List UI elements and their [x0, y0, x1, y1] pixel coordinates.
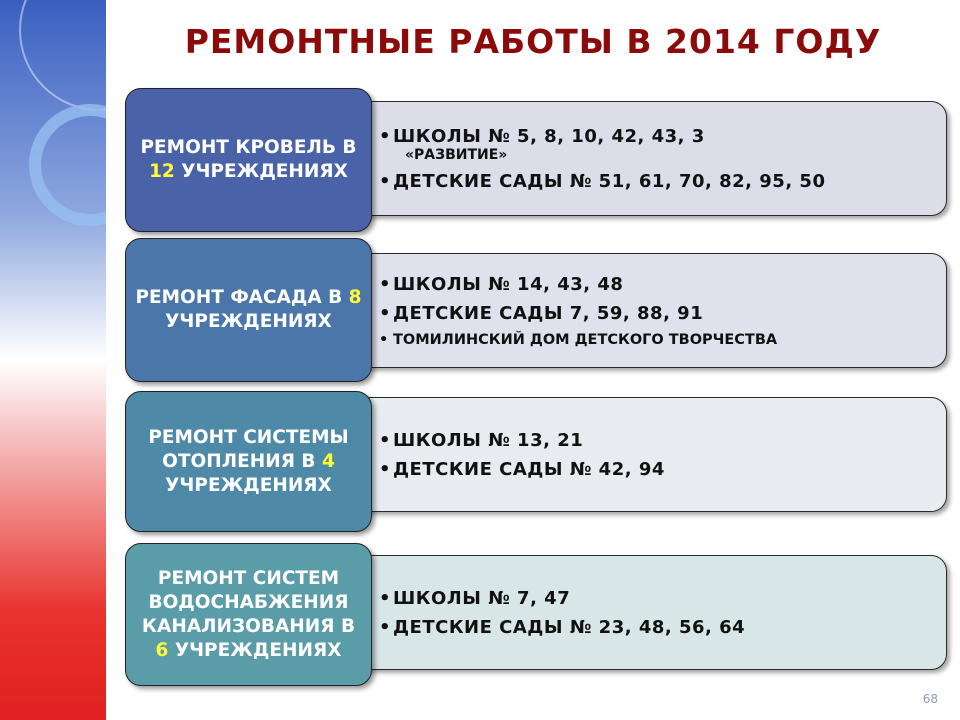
label-text: РЕМОНТ СИСТЕМЫ ОТОПЛЕНИЯ В: [148, 426, 349, 472]
label-text: УЧРЕЖДЕНИЯХ: [165, 311, 332, 332]
category-label: РЕМОНТ КРОВЕЛЬ В 12 УЧРЕЖДЕНИЯХ: [134, 136, 363, 184]
label-text: РЕМОНТ КРОВЕЛЬ В: [140, 137, 357, 158]
label-text: РЕМОНТ СИСТЕМ ВОДОСНАБЖЕНИЯ КАНАЛИЗОВАНИ…: [141, 567, 356, 637]
category-label: РЕМОНТ СИСТЕМЫ ОТОПЛЕНИЯ В 4 УЧРЕЖДЕНИЯХ: [134, 426, 363, 498]
label-number: 12: [149, 161, 175, 182]
decor-strip: [0, 0, 106, 720]
label-text: УЧРЕЖДЕНИЯХ: [181, 161, 348, 182]
page-number: 68: [922, 692, 938, 706]
bullet-item: ШКОЛЫ № 13, 21: [379, 430, 946, 451]
decor-circles: [19, 0, 106, 226]
bullet-item: ДЕТСКИЕ САДЫ 7, 59, 88, 91: [379, 303, 946, 324]
category-box: РЕМОНТ СИСТЕМЫ ОТОПЛЕНИЯ В 4 УЧРЕЖДЕНИЯХ: [125, 391, 372, 532]
details-box: ШКОЛЫ № 5, 8, 10, 42, 43, 3«РАЗВИТИЕ» ДЕТ…: [350, 101, 947, 216]
bullet-item: ШКОЛЫ № 5, 8, 10, 42, 43, 3: [379, 126, 946, 147]
label-number: 8: [348, 287, 362, 308]
details-box: ШКОЛЫ № 7, 47 ДЕТСКИЕ САДЫ № 23, 48, 56, …: [350, 555, 947, 670]
label-number: 4: [321, 450, 335, 472]
details-box: ШКОЛЫ № 14, 43, 48 ДЕТСКИЕ САДЫ 7, 59, 88…: [350, 253, 947, 368]
label-text: УЧРЕЖДЕНИЯХ: [165, 474, 332, 496]
bullet-item: ДЕТСКИЕ САДЫ № 51, 61, 70, 82, 95, 50: [379, 171, 946, 192]
bullet-item: ДЕТСКИЕ САДЫ № 23, 48, 56, 64: [379, 617, 946, 638]
bullet-item: ТОМИЛИНСКИЙ ДОМ ДЕТСКОГО ТВОРЧЕСТВА: [379, 332, 946, 348]
category-box: РЕМОНТ ФАСАДА В 8 УЧРЕЖДЕНИЯХ: [125, 238, 372, 382]
label-text: УЧРЕЖДЕНИЯХ: [174, 639, 342, 661]
bullet-item: ДЕТСКИЕ САДЫ № 42, 94: [379, 459, 946, 480]
category-label: РЕМОНТ ФАСАДА В 8 УЧРЕЖДЕНИЯХ: [134, 286, 363, 334]
details-box: ШКОЛЫ № 13, 21 ДЕТСКИЕ САДЫ № 42, 94: [350, 397, 947, 512]
category-label: РЕМОНТ СИСТЕМ ВОДОСНАБЖЕНИЯ КАНАЛИЗОВАНИ…: [134, 567, 363, 663]
label-number: 6: [155, 639, 169, 661]
slide-title: РЕМОНТНЫЕ РАБОТЫ В 2014 ГОДУ: [184, 22, 882, 61]
bullet-item: ШКОЛЫ № 14, 43, 48: [379, 274, 946, 295]
category-box: РЕМОНТ КРОВЕЛЬ В 12 УЧРЕЖДЕНИЯХ: [125, 88, 372, 232]
bullet-item: ШКОЛЫ № 7, 47: [379, 588, 946, 609]
label-text: РЕМОНТ ФАСАДА В: [135, 287, 343, 308]
bullet-note: «РАЗВИТИЕ»: [405, 146, 508, 163]
category-box: РЕМОНТ СИСТЕМ ВОДОСНАБЖЕНИЯ КАНАЛИЗОВАНИ…: [125, 543, 372, 686]
